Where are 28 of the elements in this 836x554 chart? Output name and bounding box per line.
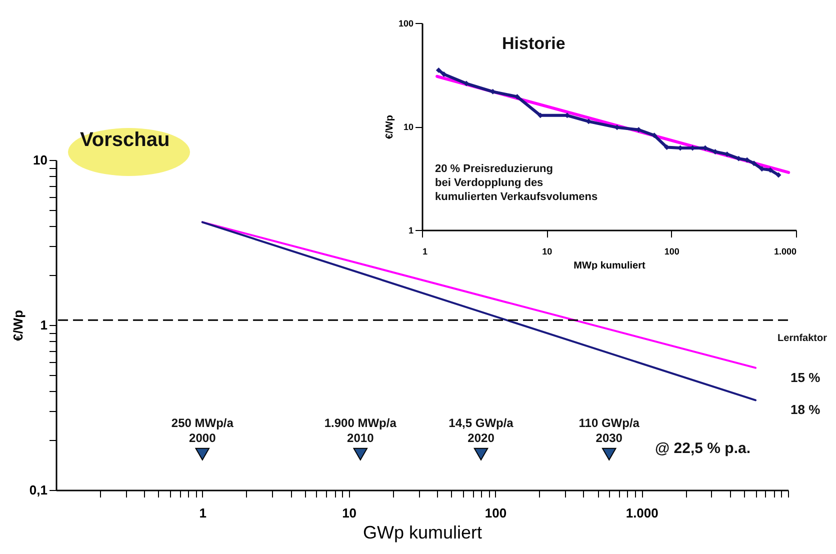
text: 15 % xyxy=(790,370,821,385)
y-axis-title: €/Wp xyxy=(10,310,26,342)
y-tick-label: 100 xyxy=(398,18,414,28)
x-tick-label: 10 xyxy=(542,246,552,256)
y-tick-label: 1 xyxy=(408,226,414,236)
annotation: 110 GWp/a 2030 xyxy=(578,416,640,446)
text: Historie xyxy=(502,34,566,53)
annotation: 14,5 GWp/a 2020 xyxy=(448,416,514,446)
x-axis-title: GWp kumuliert xyxy=(362,522,482,542)
x-tick-label: 1 xyxy=(199,506,207,520)
x-tick-label: 1.000 xyxy=(626,506,658,520)
legend-title: Lernfaktor xyxy=(778,332,828,344)
x-tick-label: 10 xyxy=(342,506,357,520)
x-tick-label: 100 xyxy=(664,246,680,256)
y-axis-title: €/Wp xyxy=(384,115,396,139)
y-tick-label: 10 xyxy=(403,122,414,132)
text: 18 % xyxy=(790,402,821,418)
x-tick-label: 100 xyxy=(484,506,507,520)
annotation: @ 22,5 % p.a. xyxy=(655,440,751,457)
y-tick-label: 10 xyxy=(33,152,48,168)
chart-title: Vorschau xyxy=(80,129,170,151)
y-tick-label: 1 xyxy=(40,318,48,332)
annotation: 250 MWp/a 2000 xyxy=(171,416,234,446)
annotation: 20 % Preisreduzierung bei Verdopplung des kumulierten Verkaufsvolumens xyxy=(435,162,598,204)
x-tick-label: 1 xyxy=(422,246,428,256)
x-tick-label: 1.000 xyxy=(774,246,796,256)
annotation: 1.900 MWp/a 2010 xyxy=(324,416,397,446)
y-tick-label: 0,1 xyxy=(29,482,48,498)
